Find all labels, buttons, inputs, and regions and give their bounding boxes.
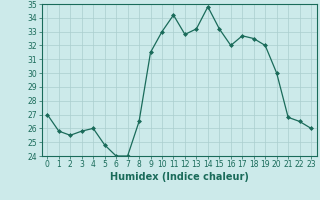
X-axis label: Humidex (Indice chaleur): Humidex (Indice chaleur) — [110, 172, 249, 182]
